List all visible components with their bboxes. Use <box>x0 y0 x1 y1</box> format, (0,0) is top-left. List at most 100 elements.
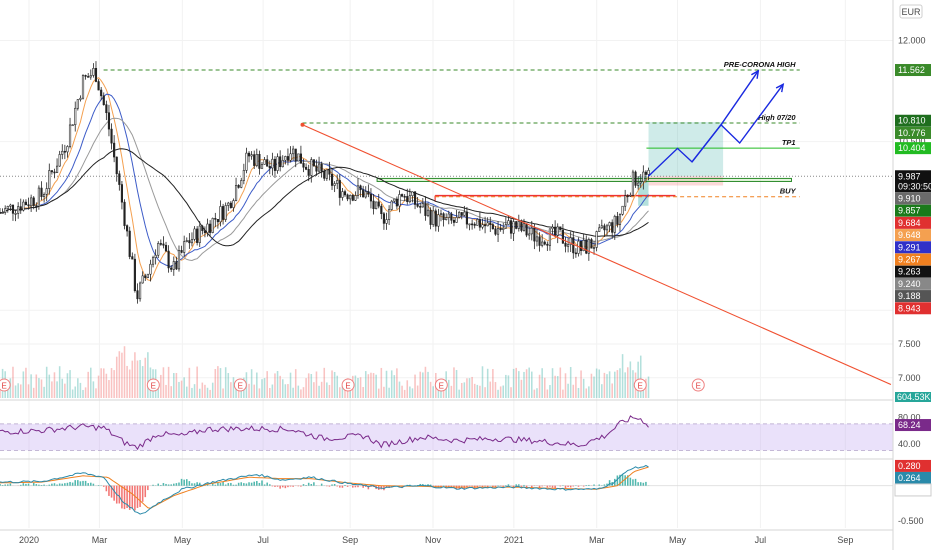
currency-button[interactable]: EUR <box>900 5 922 18</box>
candle-body <box>458 212 460 217</box>
volume-bar <box>176 373 178 398</box>
candle-body <box>139 283 141 299</box>
price-tag-value: 9.648 <box>898 230 921 240</box>
candle-body <box>357 186 359 196</box>
candle-body <box>183 242 185 253</box>
time-tick-label: Mar <box>92 535 108 545</box>
candle-body <box>116 157 118 174</box>
candle-body <box>10 205 12 206</box>
macd-histogram-bar <box>336 486 338 487</box>
candle-body <box>495 229 497 234</box>
candle-body <box>323 171 325 178</box>
candle-body <box>648 170 650 174</box>
volume-bar <box>601 384 603 398</box>
earnings-marker: E <box>0 379 10 391</box>
candle-body <box>28 205 30 206</box>
volume-bar <box>378 389 380 398</box>
price-tag-value: 9.684 <box>898 218 921 228</box>
candle-body <box>598 228 600 232</box>
macd-histogram-bar <box>451 486 453 487</box>
volume-bar <box>373 373 375 398</box>
macd-histogram-bar <box>147 486 149 490</box>
earnings-label: E <box>696 382 701 391</box>
volume-bar <box>290 373 292 398</box>
profit-zone <box>649 122 724 176</box>
macd-histogram-bar <box>637 482 639 486</box>
macd-histogram-bar <box>279 486 281 489</box>
time-tick-label: 2020 <box>19 535 39 545</box>
volume-bar <box>469 378 471 398</box>
volume-bar <box>217 366 219 398</box>
macd-histogram-bar <box>38 485 40 486</box>
price-tag: 11.562 <box>895 64 931 76</box>
candle-body <box>502 228 504 230</box>
volume-bar <box>85 387 87 398</box>
macd-histogram-bar <box>547 486 549 488</box>
candle-body <box>399 194 401 206</box>
volume-tag: 604.53K <box>895 392 931 402</box>
candle-body <box>212 218 214 232</box>
macd-histogram-bar <box>300 486 302 487</box>
candle-body <box>59 154 61 166</box>
volume-bar <box>414 375 416 398</box>
volume-bar <box>479 386 481 398</box>
candle-body <box>477 219 479 225</box>
volume-bar <box>471 377 473 398</box>
candle-body <box>41 188 43 197</box>
candle-body <box>157 243 159 255</box>
macd-histogram-bar <box>90 483 92 486</box>
volume-bar <box>477 385 479 398</box>
volume-bar <box>292 388 294 398</box>
volume-bar <box>87 372 89 398</box>
macd-histogram-bar <box>326 486 328 487</box>
macd-histogram-bar <box>287 486 289 487</box>
macd-histogram-bar <box>565 486 567 489</box>
candle-body <box>7 206 9 208</box>
candle-body <box>510 221 512 234</box>
price-tag: 10.810 <box>895 115 931 127</box>
volume-bar <box>518 371 520 398</box>
candle-body <box>93 68 95 75</box>
price-tag: 9.857 <box>895 205 931 217</box>
macd-histogram-bar <box>248 482 250 485</box>
macd-histogram-bar <box>220 483 222 486</box>
volume-bar <box>264 378 266 398</box>
candle-body <box>256 154 258 165</box>
volume-bar <box>61 379 63 398</box>
volume-bar <box>502 386 504 398</box>
candle-body <box>295 149 297 161</box>
candle-body <box>427 210 429 215</box>
macd-histogram-bar <box>113 486 115 501</box>
volume-bar <box>630 361 632 398</box>
time-tick-label: Jul <box>257 535 269 545</box>
macd-histogram-bar <box>230 483 232 486</box>
candle-body <box>54 172 56 173</box>
volume-bar <box>303 387 305 398</box>
candle-body <box>492 225 494 229</box>
candle-body <box>471 224 473 225</box>
volume-bar <box>565 373 567 398</box>
macd-histogram-bar <box>334 484 336 486</box>
volume-bar <box>604 373 606 398</box>
candle-body <box>121 185 123 203</box>
volume-bar <box>227 373 229 398</box>
volume-bar <box>124 346 126 398</box>
volume-bar <box>56 381 58 398</box>
macd-histogram-bar <box>274 486 276 487</box>
macd-histogram-bar <box>0 484 1 486</box>
volume-bar <box>484 387 486 398</box>
macd-histogram-bar <box>246 483 248 485</box>
volume-bar <box>196 367 198 398</box>
candle-body <box>163 244 165 245</box>
volume-bar <box>178 382 180 398</box>
candle-body <box>160 243 162 244</box>
price-tag: 10.404 <box>895 142 931 154</box>
volume-bar <box>274 373 276 398</box>
macd-histogram-bar <box>352 486 354 488</box>
macd-histogram-bar <box>194 483 196 485</box>
volume-bar <box>552 368 554 398</box>
volume-bar <box>383 387 385 398</box>
candle-body <box>497 228 499 234</box>
